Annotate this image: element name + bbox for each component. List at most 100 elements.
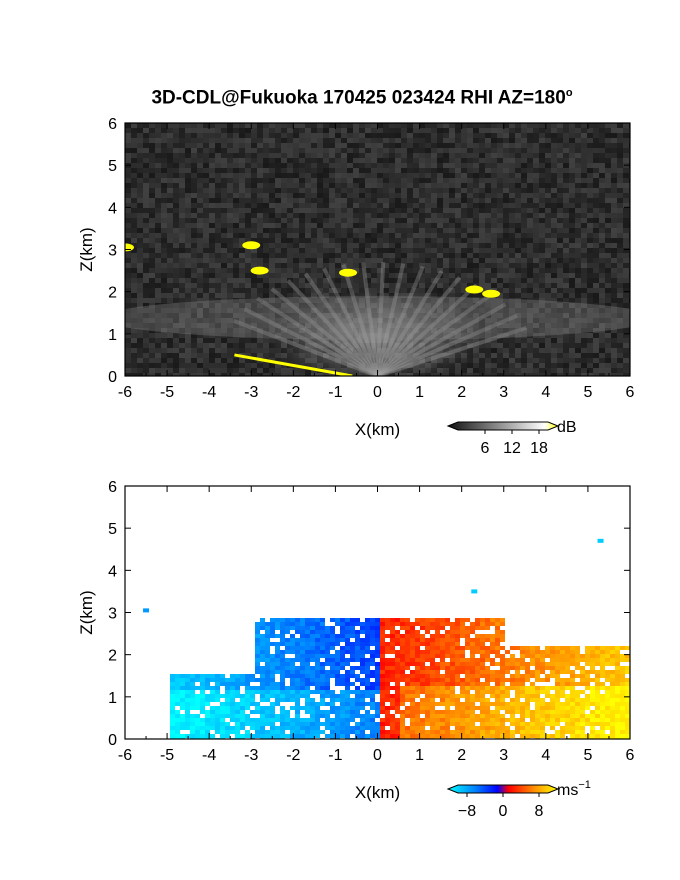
- noise-cell: [575, 238, 581, 243]
- noise-cell: [185, 353, 191, 358]
- noise-cell: [617, 238, 623, 243]
- noise-cell: [191, 138, 197, 143]
- noise-cell: [515, 238, 521, 243]
- noise-cell: [323, 213, 329, 218]
- noise-cell: [545, 353, 551, 358]
- noise-cell: [491, 333, 497, 338]
- noise-cell: [551, 323, 557, 328]
- noise-cell: [383, 253, 389, 258]
- noise-cell: [479, 293, 485, 298]
- noise-cell: [575, 233, 581, 238]
- noise-cell: [275, 353, 281, 358]
- noise-cell: [425, 138, 431, 143]
- noise-cell: [275, 183, 281, 188]
- noise-cell: [323, 228, 329, 233]
- noise-cell: [323, 293, 329, 298]
- noise-cell: [203, 283, 209, 288]
- velocity-cell: [405, 618, 410, 622]
- noise-cell: [161, 363, 167, 368]
- noise-cell: [509, 203, 515, 208]
- noise-cell: [275, 233, 281, 238]
- noise-cell: [449, 203, 455, 208]
- noise-cell: [533, 283, 539, 288]
- velocity-cell: [375, 618, 380, 622]
- noise-cell: [209, 253, 215, 258]
- noise-cell: [197, 263, 203, 268]
- noise-cell: [167, 158, 173, 163]
- noise-cell: [245, 373, 251, 376]
- noise-cell: [569, 173, 575, 178]
- noise-cell: [197, 303, 203, 308]
- noise-cell: [563, 223, 569, 228]
- velocity-cell: [280, 658, 285, 662]
- noise-cell: [383, 168, 389, 173]
- noise-cell: [137, 368, 143, 373]
- velocity-cell: [260, 618, 265, 622]
- noise-cell: [587, 138, 593, 143]
- noise-cell: [539, 133, 545, 138]
- noise-cell: [605, 123, 611, 128]
- noise-cell: [431, 288, 437, 293]
- noise-cell: [275, 363, 281, 368]
- noise-cell: [191, 268, 197, 273]
- noise-cell: [509, 193, 515, 198]
- noise-cell: [563, 198, 569, 203]
- noise-cell: [407, 203, 413, 208]
- noise-cell: [245, 228, 251, 233]
- noise-cell: [581, 158, 587, 163]
- noise-cell: [383, 163, 389, 168]
- noise-cell: [323, 258, 329, 263]
- noise-cell: [563, 193, 569, 198]
- noise-cell: [557, 368, 563, 373]
- noise-cell: [473, 163, 479, 168]
- velocity-cell: [275, 658, 280, 662]
- noise-cell: [221, 143, 227, 148]
- noise-cell: [491, 123, 497, 128]
- velocity-cell: [500, 622, 505, 626]
- noise-cell: [239, 213, 245, 218]
- velocity-cell: [445, 622, 450, 626]
- noise-cell: [611, 283, 617, 288]
- noise-cell: [443, 153, 449, 158]
- noise-cell: [131, 203, 137, 208]
- velocity-cell: [395, 630, 400, 634]
- noise-cell: [209, 173, 215, 178]
- noise-cell: [275, 368, 281, 373]
- noise-cell: [401, 173, 407, 178]
- velocity-cell: [275, 650, 280, 654]
- velocity-cell: [400, 622, 405, 626]
- noise-cell: [287, 178, 293, 183]
- noise-cell: [533, 168, 539, 173]
- noise-cell: [617, 163, 623, 168]
- echo-spot: [250, 266, 269, 275]
- noise-cell: [557, 288, 563, 293]
- noise-cell: [569, 318, 575, 323]
- noise-cell: [401, 223, 407, 228]
- noise-cell: [155, 323, 161, 328]
- noise-cell: [587, 193, 593, 198]
- noise-cell: [623, 363, 629, 368]
- noise-cell: [377, 263, 383, 268]
- noise-cell: [383, 128, 389, 133]
- noise-cell: [617, 268, 623, 273]
- velocity-cell: [340, 650, 345, 654]
- noise-cell: [479, 173, 485, 178]
- noise-cell: [239, 333, 245, 338]
- noise-cell: [395, 138, 401, 143]
- noise-cell: [179, 318, 185, 323]
- noise-cell: [389, 228, 395, 233]
- noise-cell: [179, 203, 185, 208]
- noise-cell: [179, 168, 185, 173]
- noise-cell: [281, 293, 287, 298]
- noise-cell: [209, 148, 215, 153]
- noise-cell: [587, 128, 593, 133]
- noise-cell: [563, 283, 569, 288]
- noise-cell: [371, 198, 377, 203]
- noise-cell: [281, 148, 287, 153]
- noise-cell: [161, 178, 167, 183]
- noise-cell: [425, 213, 431, 218]
- noise-cell: [575, 363, 581, 368]
- noise-cell: [287, 278, 293, 283]
- noise-cell: [179, 363, 185, 368]
- noise-cell: [461, 228, 467, 233]
